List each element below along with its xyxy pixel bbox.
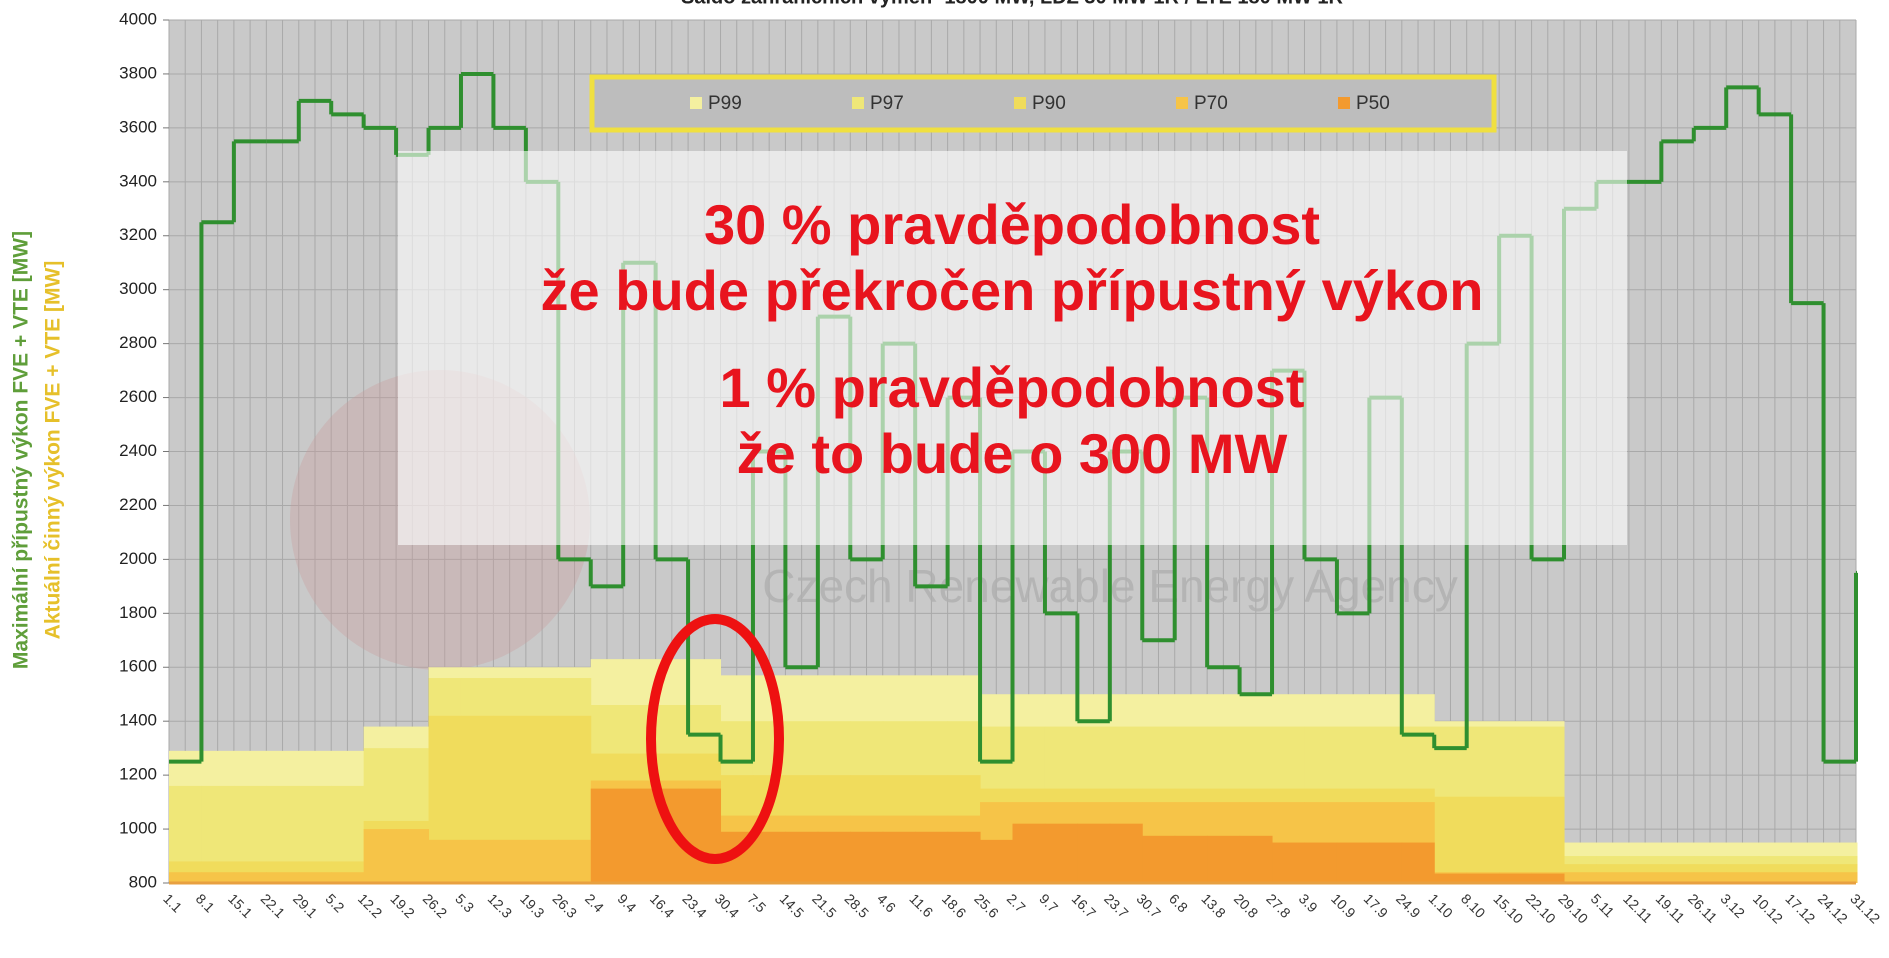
legend-label: P50	[1356, 93, 1390, 114]
area-step	[947, 831, 981, 883]
area-step	[396, 829, 430, 883]
area-step	[1531, 873, 1565, 883]
area-step	[1369, 842, 1403, 883]
annotation-text: 1 % pravděpodobnost	[720, 356, 1305, 419]
y-axis-title: Maximální přípustný výkon FVE + VTE [MW]	[10, 231, 33, 669]
y-tick-label: 1400	[119, 711, 157, 730]
area-step	[1239, 835, 1273, 883]
area-step	[623, 788, 657, 883]
area-step	[1466, 796, 1500, 883]
area-step	[752, 831, 786, 883]
area-step	[1044, 823, 1078, 883]
area-step	[1499, 796, 1533, 883]
area-step	[493, 839, 527, 883]
y-tick-label: 2800	[119, 333, 157, 352]
area-step	[298, 872, 332, 883]
area-step	[169, 872, 202, 883]
area-step	[558, 839, 592, 883]
area-step	[1499, 873, 1533, 883]
legend-label: P99	[708, 93, 742, 114]
area-step	[882, 831, 916, 883]
area-step	[1434, 873, 1468, 883]
area-step	[460, 839, 494, 883]
area-step	[1336, 842, 1370, 883]
y-tick-label: 2600	[119, 387, 157, 406]
legend-label: P97	[870, 93, 904, 114]
legend-swatch	[852, 97, 864, 109]
area-step	[1272, 842, 1305, 883]
legend-swatch	[690, 97, 702, 109]
area-step	[1628, 872, 1662, 883]
y-tick-label: 3000	[119, 279, 157, 298]
y-tick-label: 2400	[119, 441, 157, 460]
area-step	[363, 829, 397, 883]
area-step	[1596, 872, 1630, 883]
area-step	[688, 788, 722, 883]
chart-title: Saldo zahraničních výměn -1800 MW, LDZ 3…	[681, 0, 1344, 8]
annotation-text: 30 % pravděpodobnost	[704, 193, 1320, 256]
area-step	[1304, 842, 1338, 883]
y-tick-label: 3800	[119, 63, 157, 82]
area-step	[428, 839, 462, 883]
annotation-box	[398, 151, 1627, 545]
area-step	[1109, 823, 1143, 883]
area-step	[1434, 796, 1468, 883]
area-step	[1466, 873, 1500, 883]
area-step	[915, 831, 949, 883]
overlay: Maximální přípustný výkon FVE + VTE [MW]…	[10, 0, 1627, 864]
y-tick-label: 1600	[119, 657, 157, 676]
area-step	[980, 839, 1013, 883]
area-step	[1726, 872, 1760, 883]
y-tick-label: 3400	[119, 171, 157, 190]
y-axis-title-2: Aktuální činný výkon FVE + VTE [MW]	[42, 261, 65, 640]
legend-label: P70	[1194, 93, 1228, 114]
area-step	[785, 831, 819, 883]
annotation-text: že bude překročen přípustný výkon	[541, 259, 1484, 322]
area-step	[817, 831, 851, 883]
area-step	[233, 872, 267, 883]
y-tick-label: 1000	[119, 819, 157, 838]
area-step	[1823, 872, 1857, 883]
area-step	[1661, 872, 1695, 883]
legend-swatch	[1014, 97, 1026, 109]
area-step	[1693, 872, 1727, 883]
area-step	[1758, 872, 1792, 883]
area-step	[1791, 872, 1825, 883]
legend-label: P90	[1032, 93, 1066, 114]
area-step	[1142, 835, 1176, 883]
area-step	[201, 872, 235, 883]
area-step	[850, 831, 884, 883]
highlight-ellipse	[646, 614, 784, 864]
area-step	[1012, 823, 1046, 883]
area-step	[1207, 835, 1241, 883]
legend-swatch	[1338, 97, 1350, 109]
y-tick-label: 4000	[119, 9, 157, 28]
area-step	[331, 872, 365, 883]
y-tick-label: 2200	[119, 495, 157, 514]
area-step	[266, 872, 300, 883]
y-tick-label: 3600	[119, 117, 157, 136]
area-step	[1401, 842, 1435, 883]
y-tick-label: 800	[129, 872, 157, 891]
area-step	[1077, 823, 1111, 883]
area-step	[1174, 835, 1208, 883]
y-tick-label: 3200	[119, 225, 157, 244]
area-step	[525, 839, 559, 883]
y-tick-label: 1800	[119, 603, 157, 622]
y-tick-label: 2000	[119, 549, 157, 568]
legend-swatch	[1176, 97, 1188, 109]
area-step	[590, 788, 624, 883]
area-step	[1856, 872, 1858, 883]
annotation-text: že to bude o 300 MW	[737, 422, 1288, 485]
area-step	[1531, 796, 1565, 883]
y-tick-label: 1200	[119, 765, 157, 784]
area-step	[1564, 872, 1597, 883]
